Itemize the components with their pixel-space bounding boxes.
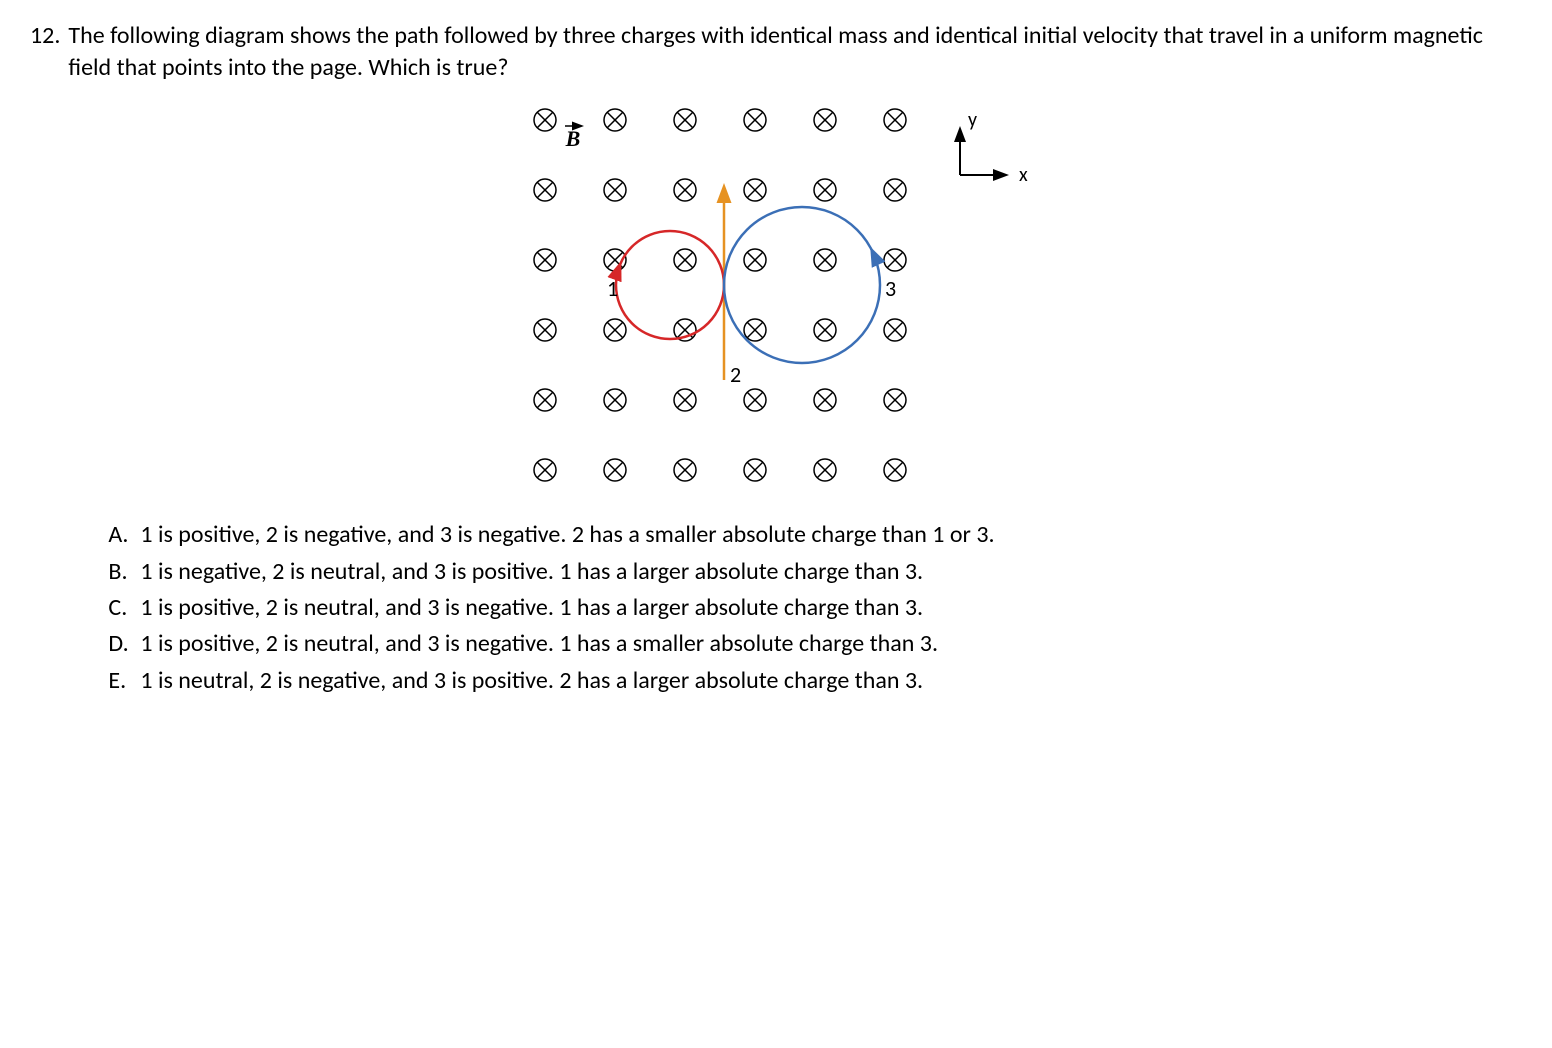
svg-text:3: 3 — [885, 275, 896, 302]
physics-diagram: Bx y 2 1 3 — [515, 90, 1075, 490]
answer-choice: A.1 is positive, 2 is negative, and 3 is… — [108, 519, 1522, 551]
choice-letter: A. — [108, 519, 140, 551]
question-block: 12. The following diagram shows the path… — [30, 20, 1522, 701]
question-stem: The following diagram shows the path fol… — [68, 20, 1522, 85]
answer-choice: E.1 is neutral, 2 is negative, and 3 is … — [108, 665, 1522, 697]
svg-text:x: x — [1019, 163, 1028, 187]
choice-text: 1 is negative, 2 is neutral, and 3 is po… — [140, 556, 1522, 588]
answer-choice: C.1 is positive, 2 is neutral, and 3 is … — [108, 592, 1522, 624]
answer-choice: D.1 is positive, 2 is neutral, and 3 is … — [108, 628, 1522, 660]
svg-text:1: 1 — [607, 275, 618, 302]
choice-text: 1 is positive, 2 is neutral, and 3 is ne… — [140, 628, 1522, 660]
choice-letter: D. — [108, 628, 140, 660]
svg-text:y: y — [968, 108, 977, 132]
question-number: 12. — [30, 20, 60, 52]
choice-letter: B. — [108, 556, 140, 588]
choice-text: 1 is positive, 2 is neutral, and 3 is ne… — [140, 592, 1522, 624]
choice-text: 1 is positive, 2 is negative, and 3 is n… — [140, 519, 1522, 551]
svg-text:2: 2 — [730, 361, 741, 388]
choice-letter: E. — [108, 665, 140, 697]
answer-choices: A.1 is positive, 2 is negative, and 3 is… — [108, 519, 1522, 697]
question-body: The following diagram shows the path fol… — [68, 20, 1522, 701]
choice-text: 1 is neutral, 2 is negative, and 3 is po… — [140, 665, 1522, 697]
choice-letter: C. — [108, 592, 140, 624]
answer-choice: B.1 is negative, 2 is neutral, and 3 is … — [108, 556, 1522, 588]
diagram-container: Bx y 2 1 3 — [68, 90, 1522, 499]
svg-text:B: B — [565, 126, 581, 151]
